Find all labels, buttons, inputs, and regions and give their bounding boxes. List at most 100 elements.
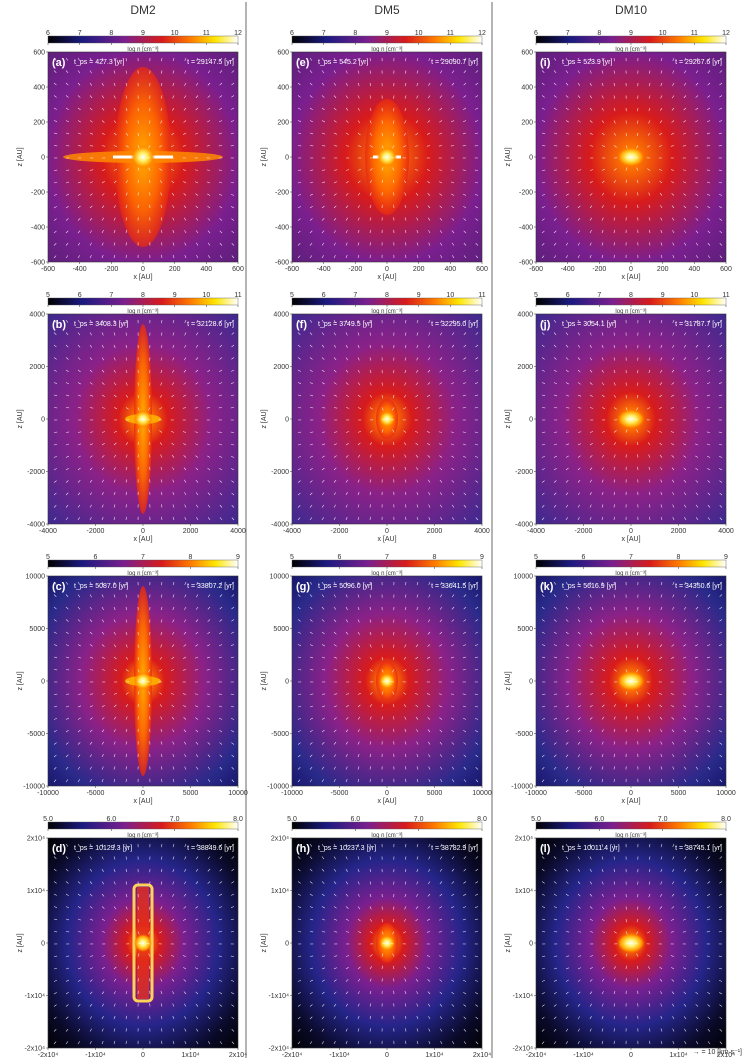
velocity-vector [416,357,419,361]
velocity-vector [719,742,723,745]
velocity-vector [218,979,223,982]
velocity-vector [649,242,651,246]
velocity-vector [648,95,651,99]
velocity-vector [416,881,419,885]
velocity-vector [321,843,325,847]
velocity-vector [297,107,301,110]
velocity-vector [170,407,175,409]
velocity-vector [439,631,443,635]
elapsed-time: t = 29147.5 [yr] [187,59,234,66]
velocity-vector [589,631,593,635]
velocity-vector [149,716,151,720]
velocity-vector [660,344,663,349]
velocity-vector [451,70,455,74]
velocity-vector [648,893,651,898]
velocity-vector [565,369,569,373]
velocity-vector [231,505,235,508]
velocity-vector [541,107,545,110]
velocity-vector [321,644,325,647]
velocity-vector [541,517,545,521]
velocity-vector [113,357,116,361]
velocity-vector [637,454,639,458]
velocity-vector [671,729,675,733]
velocity-vector [427,479,431,483]
velocity-vector [321,517,324,521]
velocity-vector [553,319,557,323]
velocity-vector [113,70,116,74]
velocity-vector [195,979,199,982]
velocity-vector [170,145,175,147]
velocity-vector [404,1015,407,1020]
velocity-vector [195,357,199,361]
velocity-vector [541,357,545,360]
velocity-vector [660,581,663,586]
velocity-vector [438,145,443,147]
velocity-vector [613,978,616,982]
velocity-vector [297,606,301,610]
velocity-vector [345,906,349,909]
velocity-vector [172,357,175,361]
velocity-vector [565,169,570,171]
density-map [292,838,482,1048]
velocity-vector [541,581,545,585]
colorbar-tick-label: 10 [659,30,667,37]
velocity-vector [101,619,105,623]
velocity-vector [577,504,580,508]
velocity-vector [601,931,606,933]
velocity-vector [345,991,349,995]
velocity-vector [357,394,361,398]
velocity-vector [101,431,106,433]
velocity-vector [565,492,569,496]
y-tick-label: -5000 [27,731,45,738]
x-tick-label: 0 [141,790,145,797]
velocity-vector [207,369,211,373]
velocity-vector [309,893,313,896]
velocity-vector [65,881,69,884]
velocity-vector [101,979,105,982]
x-tick-label: 2x10⁴ [717,1052,735,1059]
velocity-vector [439,467,443,471]
velocity-vector [309,606,313,610]
velocity-vector [414,954,419,957]
velocity-vector [405,581,407,586]
velocity-vector [553,218,557,221]
velocity-vector [231,992,235,995]
y-tick-label: 600 [33,50,45,57]
velocity-vector [404,107,407,112]
velocity-vector [636,167,639,171]
velocity-vector [637,716,639,720]
velocity-vector [475,332,479,335]
velocity-vector [682,656,687,659]
velocity-vector [345,705,349,708]
velocity-vector [475,581,479,585]
velocity-vector [613,716,616,720]
velocity-vector [719,206,723,209]
velocity-vector [357,407,362,409]
x-tick-label: 0 [629,266,633,273]
velocity-vector [149,120,151,124]
velocity-vector [427,120,431,123]
velocity-vector [589,357,593,361]
velocity-vector [439,455,443,458]
velocity-vector [207,742,211,745]
y-tick-label: -10000 [511,784,533,791]
velocity-vector [207,230,211,234]
velocity-vector [333,357,337,361]
velocity-vector [65,467,69,471]
velocity-vector [719,57,723,61]
velocity-vector [404,906,407,910]
velocity-vector [658,954,663,957]
velocity-vector [160,107,163,112]
velocity-vector [65,991,69,995]
velocity-vector [438,169,443,171]
colorbar-tick-label: 7 [597,292,601,299]
velocity-vector [648,82,651,87]
velocity-vector [427,705,431,708]
velocity-vector [565,931,570,933]
velocity-vector [77,644,81,647]
velocity-vector [648,382,651,386]
velocity-vector [230,443,235,446]
colorbar [291,821,483,830]
velocity-vector [160,491,163,496]
velocity-vector [160,644,163,648]
